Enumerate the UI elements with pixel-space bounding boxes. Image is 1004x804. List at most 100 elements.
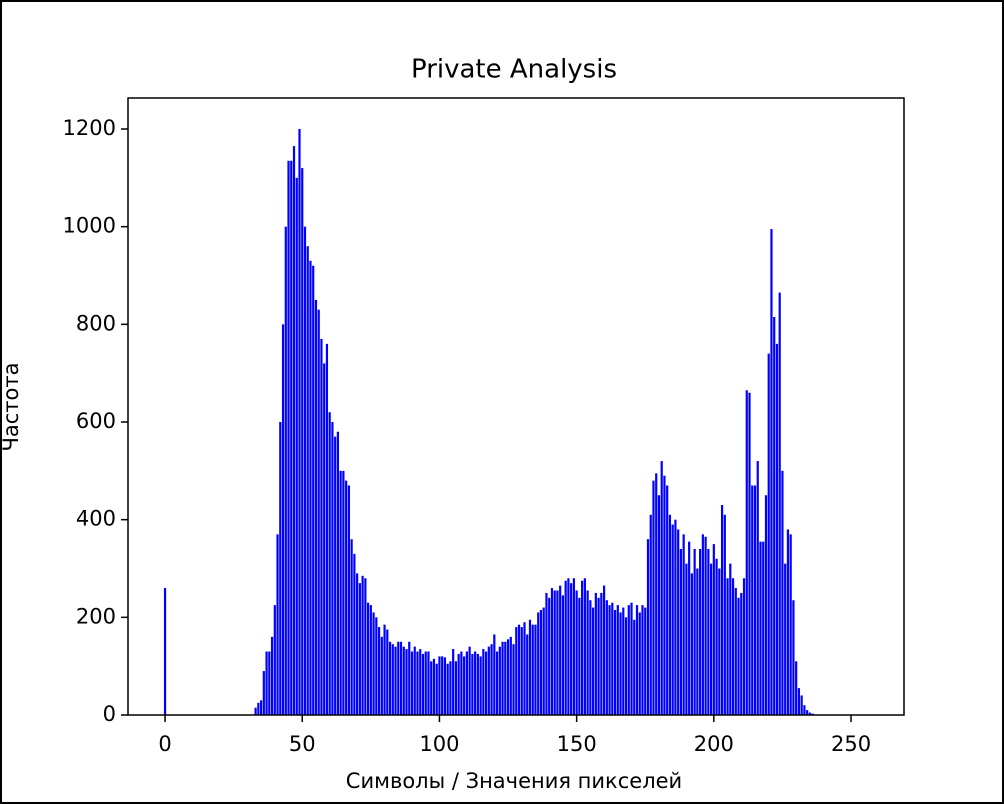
bar [438,656,441,715]
bar [756,461,759,715]
bar [295,177,298,715]
bar [397,641,400,715]
bar [627,605,630,715]
bar [380,636,383,715]
bar [786,529,790,715]
bar [740,592,743,715]
bar [506,639,510,715]
bar [657,495,661,715]
bar [276,534,279,715]
bar [723,514,726,715]
bar [364,578,367,715]
bar [564,580,567,715]
bar [742,578,746,715]
bar [292,146,296,716]
bar [770,229,773,716]
bar [528,619,532,715]
bar [413,646,416,715]
bar [795,661,798,715]
x-tick-label: 200 [694,732,734,756]
bar [803,705,806,715]
bar [589,600,592,715]
bar [435,663,438,715]
bar [611,602,614,715]
bar [710,563,713,715]
x-tick-label: 250 [831,732,871,756]
bar [495,651,499,715]
bar [375,617,378,715]
bar [323,363,326,715]
y-tick-label: 1200 [63,116,116,140]
bar [479,656,482,715]
bar [649,514,652,715]
bar [284,226,287,715]
bar [290,160,293,716]
bar [559,585,562,715]
bar [424,651,427,715]
bar [452,649,455,715]
bar [655,473,658,715]
bar [734,588,737,715]
bar [399,641,403,715]
x-tick-label: 0 [158,732,171,756]
bar [301,168,304,715]
bar [377,627,381,715]
bar [517,624,521,715]
bar [548,597,551,715]
bar [314,299,318,715]
bar [808,712,811,715]
bar [273,605,276,715]
bar [482,649,485,715]
bar [550,588,554,715]
bar [303,226,307,715]
bar [369,605,372,715]
bar [792,600,795,715]
bar [594,592,597,715]
chart-title: Private Analysis [411,55,617,85]
y-tick-label: 1000 [63,214,116,238]
bar [693,548,696,715]
bar [679,548,683,715]
bar [707,548,710,715]
bar [685,563,688,715]
bar [748,392,751,715]
bar [386,629,389,715]
bar [712,544,715,715]
bar [784,563,787,715]
bar [690,573,693,715]
bar [762,541,765,715]
bar [317,309,320,715]
bar [635,605,639,715]
bar [633,619,636,715]
bar [501,641,504,715]
bar [775,343,779,715]
bar [718,568,721,715]
bar [745,390,748,715]
bar [767,353,770,715]
bar [737,597,740,715]
x-tick-label: 50 [289,732,316,756]
bar [493,634,496,715]
bar [720,505,724,715]
bar [347,485,350,715]
bar [701,534,704,715]
bar [644,607,647,715]
bar [298,129,301,715]
bar [726,578,729,715]
bar [572,578,575,715]
bar [419,649,422,715]
bar [312,265,315,715]
bar [408,641,411,715]
bar [331,422,334,715]
bar [457,653,460,715]
bar [542,607,545,715]
bar [509,636,512,715]
y-tick-label: 200 [76,604,116,628]
bar [778,292,781,715]
bar [490,644,493,715]
bar [498,646,501,715]
bar [463,656,466,715]
bar [372,612,375,715]
bar [391,644,394,715]
